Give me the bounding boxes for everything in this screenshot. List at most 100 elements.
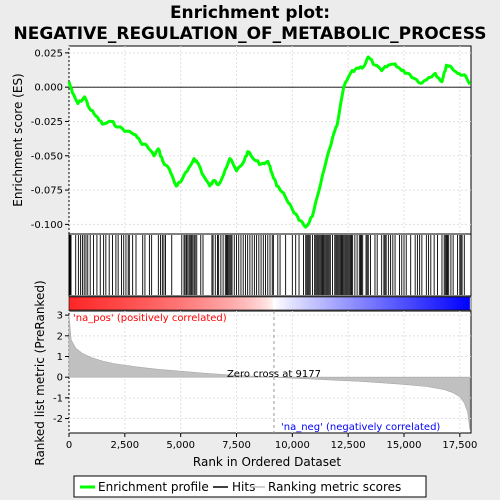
heat-bar-segment bbox=[142, 297, 147, 310]
heat-bar-segment bbox=[109, 297, 113, 310]
heat-bar-segment bbox=[72, 297, 77, 310]
heat-bar-segment bbox=[185, 297, 190, 310]
heat-bar-segment bbox=[82, 297, 87, 310]
heat-bar-segment bbox=[399, 297, 404, 310]
neg-label: 'na_neg' (negatively correlated) bbox=[281, 422, 440, 433]
heat-bar-segment bbox=[182, 297, 187, 310]
heat-bar-segment bbox=[192, 297, 197, 310]
x-tick-label: 17,500 bbox=[442, 440, 477, 451]
heat-bar-segment bbox=[339, 297, 344, 310]
heat-bar-segment bbox=[259, 297, 264, 310]
heat-bar-segment bbox=[105, 297, 110, 310]
zero-cross-label: Zero cross at 9177 bbox=[227, 369, 321, 380]
x-tick-label: 2,500 bbox=[111, 440, 140, 451]
heat-bar-segment bbox=[423, 297, 427, 310]
heat-bar-segment bbox=[449, 297, 454, 310]
metric-y-tick-label: -1 bbox=[53, 393, 63, 404]
heat-bar-segment bbox=[379, 297, 384, 310]
heat-bar-segment bbox=[242, 297, 247, 310]
heat-bar-segment bbox=[406, 297, 411, 310]
chart-title-line1: Enrichment plot: bbox=[170, 3, 330, 23]
x-axis-ticks: 0 2,500 5,000 7,500 10,000 12,500 15,000 17,500 bbox=[66, 433, 477, 451]
heat-bar-segment bbox=[139, 297, 143, 310]
es-y-tick-label: -0.025 bbox=[31, 117, 63, 128]
heat-bar-segment bbox=[443, 297, 447, 310]
heat-bar-segment bbox=[463, 297, 467, 310]
heat-bar-segment bbox=[89, 297, 93, 310]
heat-bar-segment bbox=[362, 297, 367, 310]
heat-bar-segment bbox=[286, 297, 290, 310]
x-tick-label: 10,000 bbox=[275, 440, 310, 451]
heat-bar-segment bbox=[352, 297, 357, 310]
heat-bar-segment bbox=[322, 297, 327, 310]
heat-bar-segment bbox=[236, 297, 240, 310]
heat-bar-segment bbox=[276, 297, 280, 310]
heat-bar-segment bbox=[262, 297, 267, 310]
heat-bar-segment bbox=[436, 297, 441, 310]
heat-bar-segment bbox=[256, 297, 260, 310]
heat-bar-segment bbox=[145, 297, 150, 310]
es-y-axis-label: Enrichment score (ES) bbox=[11, 73, 25, 206]
x-axis-label: Rank in Ordered Dataset bbox=[193, 455, 341, 469]
heat-bar-segment bbox=[312, 297, 317, 310]
legend-hits-label: Hits bbox=[232, 480, 255, 494]
heat-bar-segment bbox=[266, 297, 270, 310]
heat-bar-segment bbox=[115, 297, 120, 310]
heat-bar-segment bbox=[389, 297, 394, 310]
heat-bar-segment bbox=[69, 297, 73, 310]
heat-bar-segment bbox=[202, 297, 207, 310]
ranking-heat-bar bbox=[68, 296, 472, 311]
heat-bar-segment bbox=[336, 297, 340, 310]
heat-bar-segment bbox=[215, 297, 220, 310]
heat-bar-segment bbox=[429, 297, 434, 310]
metric-y-tick-label: 3 bbox=[57, 311, 63, 322]
heat-bar-segment bbox=[219, 297, 224, 310]
heat-bar-segment bbox=[396, 297, 401, 310]
heat-bar-segment bbox=[456, 297, 461, 310]
heat-bar-segment bbox=[222, 297, 227, 310]
heat-bar-segment bbox=[459, 297, 464, 310]
es-y-tick-label: -0.050 bbox=[31, 151, 63, 162]
heat-bar-segment bbox=[453, 297, 457, 310]
heat-bar-segment bbox=[316, 297, 320, 310]
heat-bar-segment bbox=[332, 297, 337, 310]
es-y-ticks: 0.025 0.000 -0.025 -0.050 -0.075 -0.100 bbox=[31, 48, 69, 231]
heat-bar-segment bbox=[249, 297, 254, 310]
heat-bar-segment bbox=[99, 297, 103, 310]
x-tick-label: 7,500 bbox=[222, 440, 251, 451]
heat-bar-segment bbox=[292, 297, 297, 310]
es-y-tick-label: -0.100 bbox=[31, 220, 63, 231]
pos-label: 'na_pos' (positively correlated) bbox=[73, 313, 227, 324]
heat-bar-segment bbox=[373, 297, 377, 310]
heat-bar-segment bbox=[159, 297, 163, 310]
heat-bar-segment bbox=[122, 297, 127, 310]
x-tick-label: 5,000 bbox=[166, 440, 195, 451]
heat-bar-segment bbox=[409, 297, 414, 310]
heat-bar-segment bbox=[209, 297, 214, 310]
heat-bar-segment bbox=[155, 297, 160, 310]
heat-bar-segment bbox=[252, 297, 257, 310]
heat-bar-segment bbox=[279, 297, 284, 310]
heat-bar-segment bbox=[102, 297, 107, 310]
heat-bar-segment bbox=[169, 297, 173, 310]
heat-bar-segment bbox=[419, 297, 424, 310]
heat-bar-segment bbox=[359, 297, 364, 310]
heat-bar-segment bbox=[199, 297, 204, 310]
heat-bar-segment bbox=[329, 297, 334, 310]
heat-bar-segment bbox=[466, 297, 471, 310]
heat-bar-segment bbox=[272, 297, 277, 310]
heat-bar-segment bbox=[85, 297, 90, 310]
heat-bar-segment bbox=[349, 297, 354, 310]
heat-bar-segment bbox=[306, 297, 310, 310]
x-tick-label: 0 bbox=[66, 440, 72, 451]
heat-bar-segment bbox=[413, 297, 417, 310]
heat-bar-segment bbox=[269, 297, 274, 310]
es-y-tick-label: -0.075 bbox=[31, 186, 63, 197]
heat-bar-segment bbox=[296, 297, 300, 310]
heat-bar-segment bbox=[342, 297, 347, 310]
heat-bar-segment bbox=[149, 297, 153, 310]
heat-bar-segment bbox=[356, 297, 361, 310]
heat-bar-segment bbox=[346, 297, 351, 310]
enrichment-profile-line bbox=[67, 55, 472, 229]
